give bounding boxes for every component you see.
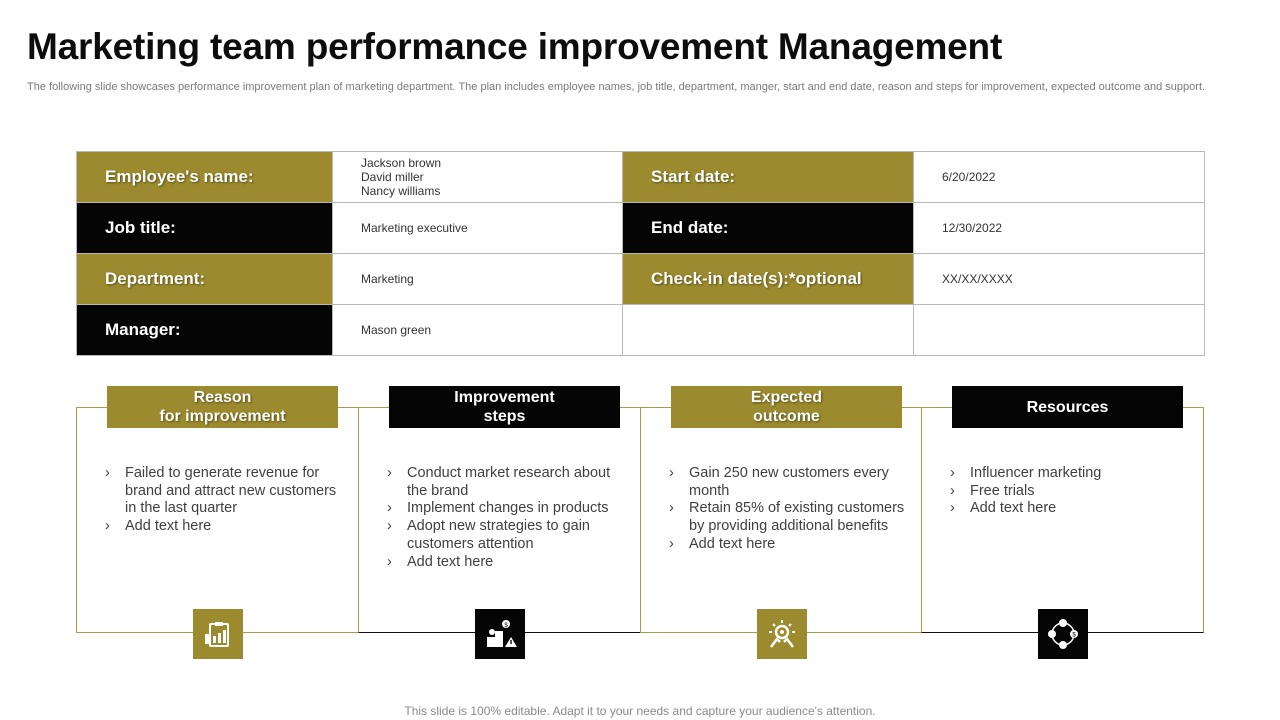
list-item: Adopt new strategies to gain customers a… bbox=[387, 518, 631, 553]
empty-cell bbox=[913, 304, 1205, 356]
checkin-date-label: Check-in date(s):*optional bbox=[622, 253, 914, 305]
reason-bullet-list: Failed to generate revenue for brand and… bbox=[105, 465, 349, 536]
improvement-bullet-list: Conduct market research about the brand … bbox=[387, 465, 631, 571]
start-date-label: Start date: bbox=[622, 151, 914, 203]
end-date-value: 12/30/2022 bbox=[913, 202, 1205, 254]
improvement-steps-title: Improvement steps bbox=[454, 389, 555, 425]
slide-subtitle: The following slide showcases performanc… bbox=[27, 81, 1206, 93]
table-row: Manager: Mason green bbox=[76, 304, 1205, 356]
empty-cell bbox=[622, 304, 914, 356]
employee-name: Jackson brown bbox=[361, 156, 442, 170]
resources-title: Resources bbox=[1026, 398, 1109, 416]
employee-name-label: Employee's name: bbox=[76, 151, 333, 203]
list-item: Conduct market research about the brand bbox=[387, 465, 631, 500]
list-item: Add text here bbox=[669, 536, 913, 554]
checkin-date-value: XX/XX/XXXX bbox=[913, 253, 1205, 305]
reason-card-title: Reason for improvement bbox=[159, 389, 286, 425]
resource-network-icon: $ bbox=[1038, 609, 1088, 659]
list-item: Failed to generate revenue for brand and… bbox=[105, 465, 349, 518]
department-label: Department: bbox=[76, 253, 333, 305]
manager-label: Manager: bbox=[76, 304, 333, 356]
resources-card: Resources Influencer marketing Free tria… bbox=[921, 386, 1204, 659]
reason-card-header: Reason for improvement bbox=[107, 386, 338, 428]
expected-outcome-card: Expected outcome Gain 250 new customers … bbox=[640, 386, 922, 659]
employee-names-value: Jackson brown David miller Nancy william… bbox=[332, 151, 623, 203]
employee-name: David miller bbox=[361, 170, 424, 184]
list-item: Gain 250 new customers every month bbox=[669, 465, 913, 500]
start-date-value: 6/20/2022 bbox=[913, 151, 1205, 203]
department-value: Marketing bbox=[332, 253, 623, 305]
list-item: Influencer marketing bbox=[950, 465, 1194, 483]
job-title-label: Job title: bbox=[76, 202, 333, 254]
improvement-steps-header: Improvement steps bbox=[389, 386, 620, 428]
table-row: Department: Marketing Check-in date(s):*… bbox=[76, 253, 1205, 305]
end-date-label: End date: bbox=[622, 202, 914, 254]
outcome-bullet-list: Gain 250 new customers every month Retai… bbox=[669, 465, 913, 554]
clipboard-chart-icon bbox=[193, 609, 243, 659]
svg-text:$: $ bbox=[504, 623, 508, 629]
idea-gear-icon bbox=[757, 609, 807, 659]
slide-title: Marketing team performance improvement M… bbox=[27, 26, 1003, 67]
expected-outcome-header: Expected outcome bbox=[671, 386, 902, 428]
improvement-steps-card: Improvement steps Conduct market researc… bbox=[358, 386, 640, 659]
employee-info-table: Employee's name: Jackson brown David mil… bbox=[76, 151, 1205, 356]
list-item: Retain 85% of existing customers by prov… bbox=[669, 500, 913, 535]
steps-dollar-icon: $ bbox=[475, 609, 525, 659]
list-item: Add text here bbox=[387, 554, 631, 572]
employee-name: Nancy williams bbox=[361, 184, 441, 198]
resources-header: Resources bbox=[952, 386, 1183, 428]
list-item: Add text here bbox=[105, 518, 349, 536]
manager-value: Mason green bbox=[332, 304, 623, 356]
table-row: Employee's name: Jackson brown David mil… bbox=[76, 151, 1205, 203]
list-item: Free trials bbox=[950, 483, 1194, 501]
footer-note: This slide is 100% editable. Adapt it to… bbox=[404, 704, 876, 718]
expected-outcome-title: Expected outcome bbox=[750, 389, 823, 425]
table-row: Job title: Marketing executive End date:… bbox=[76, 202, 1205, 254]
svg-text:$: $ bbox=[1072, 633, 1076, 639]
job-title-value: Marketing executive bbox=[332, 202, 623, 254]
list-item: Add text here bbox=[950, 500, 1194, 518]
list-item: Implement changes in products bbox=[387, 500, 631, 518]
resources-bullet-list: Influencer marketing Free trials Add tex… bbox=[950, 465, 1194, 518]
reason-card: Reason for improvement Failed to generat… bbox=[76, 386, 358, 659]
